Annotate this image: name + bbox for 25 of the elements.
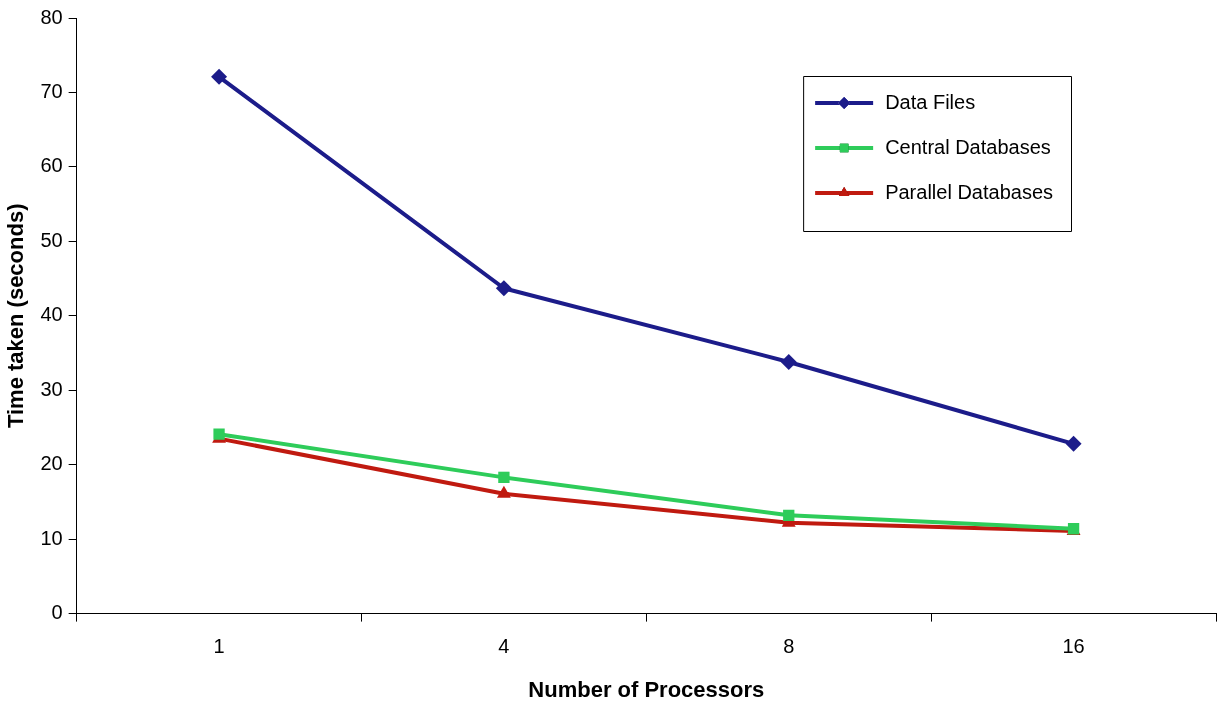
y-tick-label: 20	[40, 452, 63, 475]
x-tick-label: 16	[1062, 635, 1085, 658]
y-tick-label: 60	[40, 154, 63, 177]
point	[496, 485, 511, 498]
point	[780, 353, 797, 370]
point	[783, 509, 795, 521]
y-tick-label: 40	[40, 303, 63, 326]
legend-label: Parallel Databases	[885, 180, 1053, 203]
point	[498, 471, 510, 484]
point	[495, 280, 512, 297]
x-tick-label: 4	[498, 635, 510, 658]
x-tick-label: 1	[213, 635, 225, 658]
x-tick-label: 8	[783, 635, 795, 658]
y-axis-title: Time taken (seconds)	[3, 203, 29, 429]
y-tick-label: 70	[40, 79, 63, 102]
y-tick-label: 50	[40, 228, 63, 251]
x-axis-title: Number of Processors	[528, 676, 765, 702]
point	[1065, 435, 1082, 452]
y-tick-label: 0	[51, 601, 63, 624]
y-tick-label: 30	[40, 377, 63, 400]
legend-label: Central Databases	[885, 135, 1051, 158]
y-tick-label: 10	[40, 526, 63, 549]
y-tick-label: 80	[40, 5, 63, 28]
legend-label: Data Files	[885, 90, 976, 113]
point	[211, 68, 228, 85]
